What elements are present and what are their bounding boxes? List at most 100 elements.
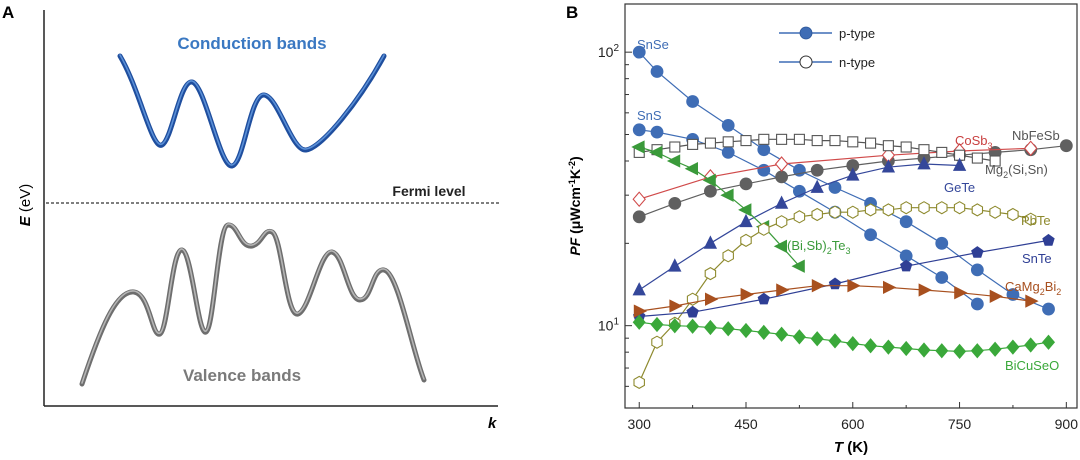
label-gete: GeTe (944, 180, 975, 195)
point-nbfesb (704, 184, 717, 198)
series-labels: SnSe SnS NbFeSb CoSb3 Mg2(Si,Sn) GeTe (B… (637, 37, 1061, 373)
x-tick-label-300: 300 (628, 416, 652, 432)
point-bicuseo (970, 343, 984, 359)
point-mg2-si-sn (740, 135, 752, 147)
point-mg2-si-sn (971, 152, 983, 164)
point-bi-sb-2te3 (720, 188, 734, 202)
point-gete (952, 157, 967, 171)
legend-n-type-marker (799, 55, 813, 69)
series-line-gete (638, 163, 960, 291)
point-pbte (775, 215, 788, 229)
panel-a: A E (eV) k Conduction bands Fermi level … (2, 3, 500, 432)
point-cosb3 (632, 191, 646, 208)
point-snse (650, 65, 664, 78)
point-bicuseo (721, 321, 735, 337)
point-camg2bi2 (883, 280, 897, 295)
label-pbte: PbTe (1021, 213, 1051, 228)
point-bi-sb-2te3 (631, 140, 645, 154)
point-bicuseo (1041, 334, 1056, 350)
point-sns (721, 146, 735, 159)
point-pbte (953, 201, 966, 215)
point-snse (935, 236, 949, 250)
point-gete (810, 179, 824, 193)
point-bicuseo (668, 318, 682, 334)
panel-a-x-label: k (488, 415, 497, 432)
point-pbte (704, 266, 717, 281)
point-nbfesb (1059, 139, 1073, 153)
point-bicuseo (1024, 337, 1038, 353)
point-camg2bi2 (705, 292, 719, 306)
point-cosb3 (774, 156, 789, 172)
point-bicuseo (899, 340, 913, 357)
label-nbfesb: NbFeSb (1012, 128, 1060, 143)
point-nbfesb (668, 196, 682, 210)
point-bi-sb-2te3 (702, 173, 716, 187)
point-mg2-si-sn (722, 136, 734, 148)
point-bi-sb-2te3 (738, 203, 752, 217)
point-bicuseo (864, 338, 878, 354)
point-snte (686, 305, 699, 318)
point-snte (900, 259, 913, 272)
label-cosb3: CoSb3 (955, 133, 993, 151)
legend-p-type-label: p-type (839, 26, 875, 41)
point-bicuseo (686, 318, 700, 334)
point-gete (632, 282, 646, 296)
point-bi-sb-2te3 (791, 259, 805, 273)
point-snse (899, 215, 913, 229)
point-gete (668, 258, 682, 272)
point-camg2bi2 (811, 279, 826, 293)
point-mg2-si-sn (758, 133, 770, 145)
point-bicuseo (881, 339, 895, 355)
series-line-cosb3 (639, 147, 1031, 200)
point-bicuseo (1006, 339, 1020, 355)
point-mg2-si-sn (811, 135, 823, 147)
x-tick-label-750: 750 (948, 416, 972, 432)
point-camg2bi2 (669, 299, 683, 313)
series-line-pbte (638, 207, 1031, 383)
point-snse (970, 263, 984, 277)
panel-a-y-label: E (eV) (17, 184, 34, 227)
point-bicuseo (828, 333, 842, 349)
point-gete (881, 159, 896, 173)
point-pbte (847, 205, 859, 219)
point-mg2-si-sn (704, 137, 716, 149)
label-mg2sisn: Mg2(Si,Sn) (985, 162, 1048, 180)
point-snte (1042, 233, 1055, 246)
point-mg2-si-sn (989, 155, 1001, 167)
point-sns (864, 228, 877, 242)
conduction-band-highlight (119, 54, 385, 166)
point-snse (1006, 288, 1020, 301)
label-bisbte3: (Bi,Sb)2Te3 (787, 238, 851, 256)
panel-b: B PF (μWcm-1K-2) T (K) 300 450 600 750 900 10… (566, 3, 1078, 456)
series-layer (631, 45, 1073, 390)
point-camg2bi2 (1025, 294, 1039, 308)
point-bi-sb-2te3 (649, 145, 663, 160)
axis-ticks: 300 450 600 750 900 101 102 (598, 43, 1078, 432)
point-snte (828, 277, 842, 290)
point-pbte (829, 205, 841, 219)
point-bicuseo (953, 343, 967, 360)
point-bicuseo (988, 341, 1002, 357)
series-sns (632, 123, 984, 311)
point-nbfesb (739, 177, 753, 191)
series-gete (632, 156, 967, 296)
point-cosb3 (1023, 140, 1038, 157)
point-bicuseo (846, 335, 860, 352)
point-pbte (1024, 212, 1037, 226)
point-bicuseo (775, 326, 789, 342)
point-pbte (722, 249, 734, 263)
point-mg2-si-sn (865, 137, 877, 149)
point-snse (757, 143, 771, 157)
point-pbte (1007, 207, 1019, 222)
series-bicuseo (632, 314, 1056, 360)
point-nbfesb (632, 210, 646, 224)
series-pbte (633, 201, 1037, 390)
series-camg2bi2 (633, 279, 1039, 318)
legend-p-type-marker (799, 26, 813, 40)
point-bicuseo (917, 342, 931, 358)
legend: p-type n-type (779, 26, 875, 70)
point-mg2-si-sn (847, 136, 859, 148)
point-pbte (918, 201, 930, 215)
point-snte (757, 292, 770, 305)
